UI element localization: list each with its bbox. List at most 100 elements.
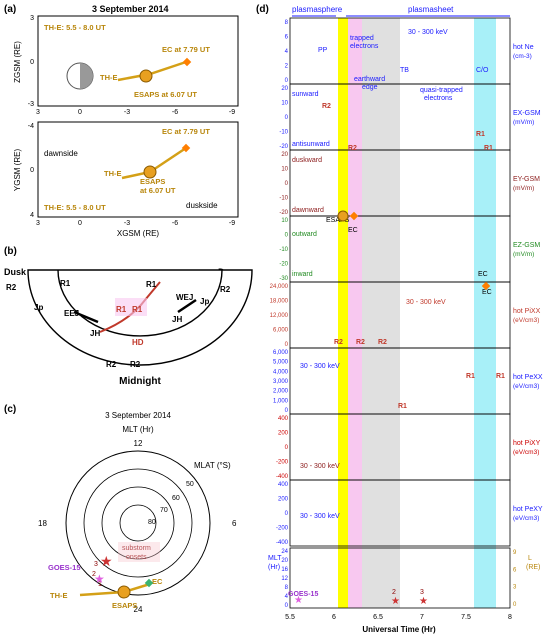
d-row-3-ytick-4: -30 bbox=[279, 276, 288, 282]
panel-c-goes: GOES-15 bbox=[48, 563, 81, 572]
ec-marker-2-icon bbox=[181, 143, 191, 153]
d-row-4-ytick-3: 6,000 bbox=[273, 328, 289, 334]
panel-d-tag: (d) bbox=[256, 4, 269, 15]
d-row-2-ytick-2: 0 bbox=[285, 181, 289, 187]
mlat-ring-50 bbox=[65, 450, 211, 596]
panel-a-ec-label: EC at 7.79 UT bbox=[162, 45, 210, 54]
ann-r2-pi-2: R2 bbox=[356, 339, 365, 346]
ann-pp: PP bbox=[318, 47, 328, 54]
mlat-ring-60 bbox=[83, 468, 193, 578]
dusk-label: Dusk bbox=[4, 267, 27, 277]
b-label-r1-left: R1 bbox=[60, 279, 71, 288]
panel-c-mlt-title: MLT (Hr) bbox=[122, 425, 154, 434]
panel-a-xtick-0: 3 bbox=[36, 109, 40, 116]
band-yellow bbox=[338, 18, 348, 608]
ann-r1-pe-2: R1 bbox=[466, 373, 475, 380]
d-row-6-ytick-1: 200 bbox=[278, 431, 289, 437]
ann-energy-pexy: 30 - 300 keV bbox=[300, 513, 340, 520]
d-mlt-ytick-2: 16 bbox=[281, 567, 288, 573]
d-row-1-ytick-0: 20 bbox=[281, 86, 288, 92]
panel-a2-ytick-2: 4 bbox=[30, 212, 34, 219]
ann-ec-3: EC bbox=[482, 289, 492, 296]
panel-a-ytick-0: 3 bbox=[30, 15, 34, 22]
d-mlt-ytick-6: 0 bbox=[285, 603, 289, 609]
d-mlt-rtick-3: 0 bbox=[513, 602, 517, 608]
d-row-5-ytick-1: 5,000 bbox=[273, 360, 289, 366]
panel-a-bottom-frame bbox=[37, 121, 239, 218]
band-cyan bbox=[474, 18, 496, 608]
ann-antisunward: antisunward bbox=[292, 141, 330, 148]
d-row-6-ytick-2: 0 bbox=[285, 445, 289, 451]
panel-a2-dawnside: dawnside bbox=[44, 149, 78, 158]
panel-a2-interval: TH-E: 5.5 - 8.0 UT bbox=[44, 203, 106, 212]
d-xlabel: Universal Time (Hr) bbox=[362, 625, 436, 634]
d-row-4-ytick-2: 12,000 bbox=[270, 313, 289, 319]
panel-c-tag: (c) bbox=[4, 404, 16, 415]
d-row-4-ytick-1: 18,000 bbox=[270, 299, 289, 305]
b-label-wej: WEJ bbox=[176, 293, 193, 302]
mlt-goes-star-icon: ★ bbox=[294, 595, 303, 606]
ann-earthward-1: earthward bbox=[354, 76, 385, 83]
d-row-1-ytick-4: -20 bbox=[279, 144, 288, 150]
panel-a-esaps-label: ESAPS at 6.07 UT bbox=[134, 90, 197, 99]
d-xtick-3: 7 bbox=[420, 614, 424, 621]
d-row-7-ytick-4: -400 bbox=[276, 540, 289, 546]
panel-c-mlt-24: 24 bbox=[134, 605, 143, 614]
d-mlt-ytick-0: 24 bbox=[281, 549, 288, 555]
panel-a2-ytick-0: -4 bbox=[28, 123, 34, 130]
ann-r1-pe-3: R1 bbox=[496, 373, 505, 380]
panel-a2-esaps-label-2: at 6.07 UT bbox=[140, 186, 176, 195]
ann-dawnward: dawnward bbox=[292, 207, 324, 214]
ann-sunward: sunward bbox=[292, 91, 319, 98]
d-row-3-ytick-3: -20 bbox=[279, 262, 288, 268]
panel-a2-xtick-4: -9 bbox=[229, 220, 235, 227]
d-row-5-ytick-6: 0 bbox=[285, 408, 289, 414]
onset-shade bbox=[118, 542, 160, 562]
panel-a2-xtick-3: -6 bbox=[172, 220, 178, 227]
d-row-1-ytick-2: 0 bbox=[285, 115, 289, 121]
d-row-5-ytick-0: 6,000 bbox=[273, 350, 289, 356]
eej-arrow-icon bbox=[73, 310, 99, 324]
ann-r1-ey: R1 bbox=[484, 145, 493, 152]
b-label-jp-right: Jp bbox=[200, 297, 209, 306]
ann-r2-pi-1: R2 bbox=[334, 339, 343, 346]
panel-a-xtick-4: -9 bbox=[229, 109, 235, 116]
panel-a-top-frame bbox=[37, 15, 239, 107]
d-row-7-ytick-0: 400 bbox=[278, 482, 289, 488]
d-row-6-label-1: hot PiXY bbox=[513, 440, 541, 447]
panel-c-onset-label-2: onsets bbox=[126, 554, 147, 561]
d-xtick-1: 6 bbox=[332, 614, 336, 621]
panel-c-mlat-50: 50 bbox=[186, 481, 194, 488]
ann-energy: 30 - 300 keV bbox=[408, 29, 448, 36]
mlat-ring-70 bbox=[101, 486, 175, 560]
mlt-label-1: MLT bbox=[268, 555, 282, 562]
b-label-jp-left: Jp bbox=[34, 303, 43, 312]
panel-a2-esaps-label-1: ESAPS bbox=[140, 177, 165, 186]
panel-a-ytick-1: 0 bbox=[30, 59, 34, 66]
d-row-4-label-2: (eV/cm3) bbox=[513, 317, 539, 324]
b-label-r2-left: R2 bbox=[6, 283, 17, 292]
d-row-7-label-2: (eV/cm3) bbox=[513, 515, 539, 522]
d-mlt-ytick-4: 8 bbox=[285, 585, 289, 591]
d-row-6-label-2: (eV/cm3) bbox=[513, 449, 539, 456]
mlt-goes: GOES-15 bbox=[288, 591, 318, 598]
panel-a2-xtick-0: 3 bbox=[36, 220, 40, 227]
d-row-2-ytick-4: -20 bbox=[279, 210, 288, 216]
d-row-1-ytick-3: -10 bbox=[279, 130, 288, 136]
d-row-7-label-1: hot PeXY bbox=[513, 506, 543, 513]
d-xtick-4: 7.5 bbox=[461, 614, 471, 621]
panel-c: (c) 3 September 2014 MLT (Hr) 12 18 6 24… bbox=[4, 404, 237, 614]
band-grey bbox=[362, 18, 400, 608]
ann-duskward: duskward bbox=[292, 157, 322, 164]
earth-night-side-icon bbox=[80, 63, 93, 89]
panel-c-mlat-70: 70 bbox=[160, 507, 168, 514]
b-label-eej: EEJ bbox=[64, 309, 79, 318]
c-esaps-marker-icon bbox=[117, 585, 131, 599]
panel-a2-xtick-2: -3 bbox=[124, 220, 130, 227]
ann-energy-pixy: 30 - 300 keV bbox=[300, 463, 340, 470]
d-row-4-ytick-4: 0 bbox=[285, 342, 289, 348]
ann-quasi-1: quasi-trapped bbox=[420, 87, 463, 94]
d-ec-marker-icon bbox=[349, 211, 359, 221]
ann-r2-pi-3: R2 bbox=[378, 339, 387, 346]
